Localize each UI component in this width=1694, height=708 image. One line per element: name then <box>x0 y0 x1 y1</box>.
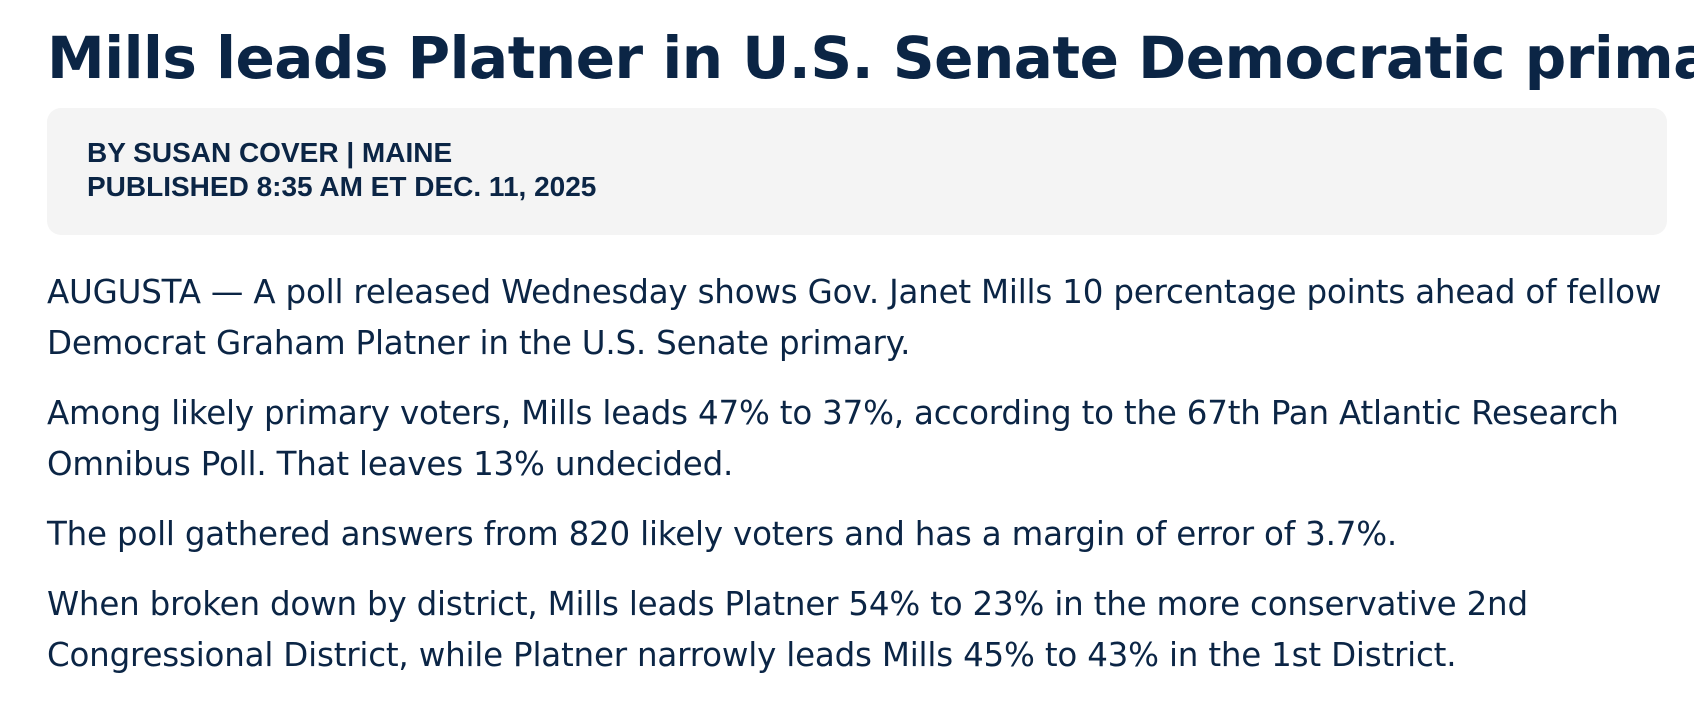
article-paragraph: AUGUSTA — A poll released Wednesday show… <box>47 273 1662 362</box>
byline-published-date: PUBLISHED 8:35 AM ET DEC. 11, 2025 <box>87 171 597 202</box>
article-body: AUGUSTA — A poll released Wednesday show… <box>47 267 1667 681</box>
article: Mills leads Platner in U.S. Senate Democ… <box>47 0 1694 700</box>
byline-box: BY SUSAN COVER | MAINE PUBLISHED 8:35 AM… <box>47 108 1667 235</box>
article-paragraph: Among likely primary voters, Mills leads… <box>47 394 1619 483</box>
article-paragraph: The poll gathered answers from 820 likel… <box>47 515 1398 553</box>
article-headline: Mills leads Platner in U.S. Senate Democ… <box>47 24 1694 92</box>
byline-author: BY SUSAN COVER | MAINE <box>87 137 453 168</box>
article-paragraph: When broken down by district, Mills lead… <box>47 585 1528 674</box>
